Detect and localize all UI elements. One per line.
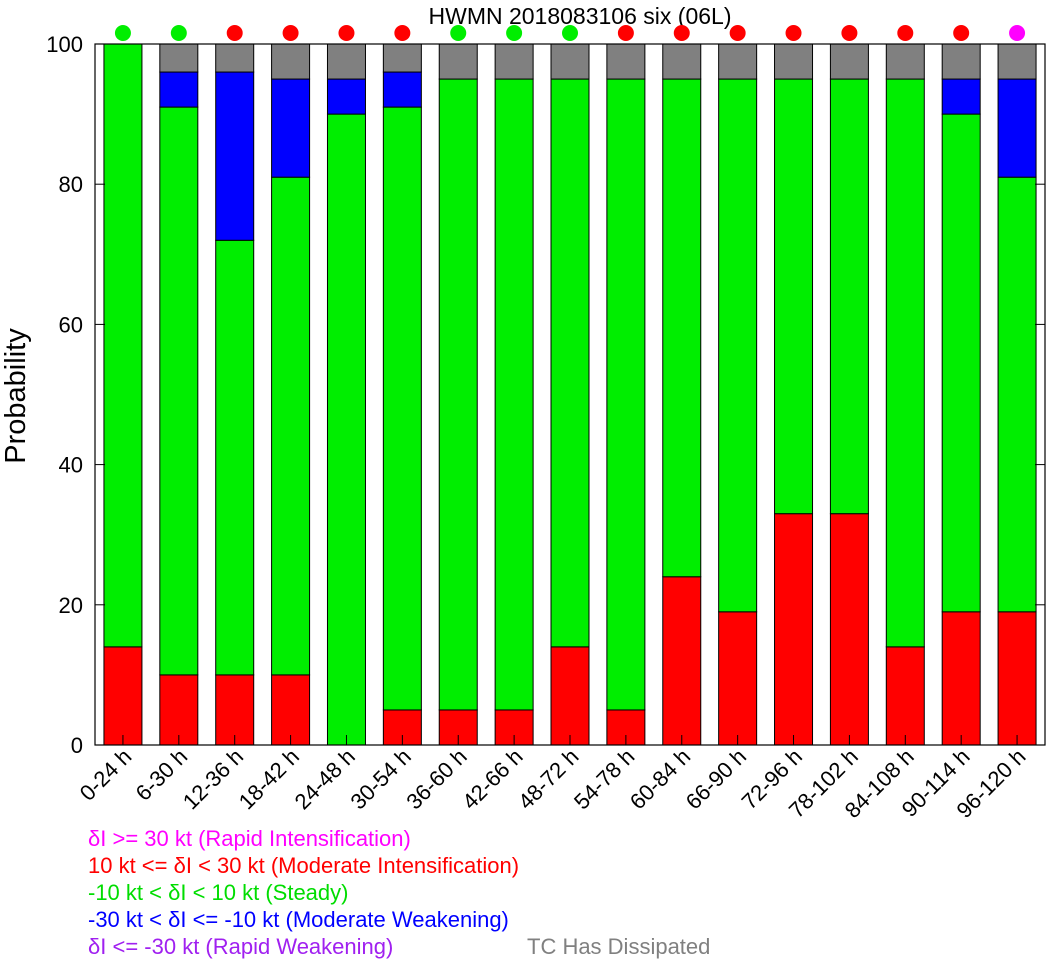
x-tick-label: 42-66 h bbox=[457, 744, 527, 814]
bar-segment-1-15 bbox=[885, 646, 925, 746]
bar-segment-1-11 bbox=[662, 576, 702, 746]
y-tick-label: 80 bbox=[59, 172, 83, 197]
bar-segment-2-13 bbox=[774, 78, 814, 515]
bar-segment-4-5 bbox=[326, 43, 366, 80]
bar-segment-4-9 bbox=[550, 43, 590, 80]
x-tick-label: 36-60 h bbox=[401, 744, 471, 814]
x-tick-label: 0-24 h bbox=[75, 744, 137, 806]
indicator-dot-3 bbox=[226, 25, 243, 41]
x-tick-label: 12-36 h bbox=[178, 744, 248, 814]
bar-segment-1-9 bbox=[550, 646, 590, 746]
x-tick-label: 30-54 h bbox=[345, 744, 415, 814]
y-tick-label: 40 bbox=[59, 453, 83, 478]
bar-segment-1-3 bbox=[215, 674, 255, 746]
indicator-dot-10 bbox=[617, 25, 634, 41]
bar-segment-3-2 bbox=[159, 71, 199, 108]
bar-segment-4-3 bbox=[215, 43, 255, 73]
x-tick-label: 60-84 h bbox=[625, 744, 695, 814]
bar-segment-1-14 bbox=[829, 513, 869, 746]
indicator-dot-14 bbox=[841, 25, 858, 41]
indicator-dot-11 bbox=[673, 25, 690, 41]
bar-segment-4-14 bbox=[829, 43, 869, 80]
bar-segment-1-2 bbox=[159, 674, 199, 746]
bar-segment-4-4 bbox=[271, 43, 311, 80]
bar-segment-4-7 bbox=[438, 43, 478, 80]
bar-segment-1-12 bbox=[718, 611, 758, 746]
indicator-dot-6 bbox=[394, 25, 411, 41]
y-tick-label: 100 bbox=[46, 32, 83, 57]
bar-segment-2-6 bbox=[382, 106, 422, 711]
y-axis: 0 20 40 60 80 100 bbox=[46, 32, 1045, 758]
x-tick-label: 48-72 h bbox=[513, 744, 583, 814]
bar-segment-3-16 bbox=[941, 78, 981, 115]
indicator-dot-13 bbox=[785, 25, 802, 41]
indicator-dot-5 bbox=[338, 25, 355, 41]
bar-segment-2-2 bbox=[159, 106, 199, 676]
y-axis-label: Probability bbox=[0, 328, 32, 464]
bar-segment-3-17 bbox=[997, 78, 1037, 178]
bar-segment-1-17 bbox=[997, 611, 1037, 746]
x-tick-label: 18-42 h bbox=[234, 744, 304, 814]
bar-segment-3-4 bbox=[271, 78, 311, 178]
indicator-dot-16 bbox=[953, 25, 970, 41]
bar-segment-4-2 bbox=[159, 43, 199, 73]
indicator-dots bbox=[114, 25, 1026, 41]
bar-segment-1-4 bbox=[271, 674, 311, 746]
y-tick-label: 0 bbox=[71, 733, 83, 758]
bar-segment-2-8 bbox=[494, 78, 534, 711]
bar-segment-4-6 bbox=[382, 43, 422, 73]
bar-segment-3-5 bbox=[326, 78, 366, 115]
legend-item-3: -10 kt < δI < 10 kt (Steady) bbox=[88, 880, 349, 905]
bar-segment-4-17 bbox=[997, 43, 1037, 80]
bar-segment-4-10 bbox=[606, 43, 646, 80]
indicator-dot-2 bbox=[170, 25, 187, 41]
indicator-dot-4 bbox=[282, 25, 299, 41]
bar-segment-4-11 bbox=[662, 43, 702, 80]
legend-item-1: δI >= 30 kt (Rapid Intensification) bbox=[88, 826, 411, 851]
x-axis: 0-24 h6-30 h12-36 h18-42 h24-48 h30-54 h… bbox=[75, 735, 1031, 823]
bar-segment-2-4 bbox=[271, 176, 311, 676]
legend-item-2: 10 kt <= δI < 30 kt (Moderate Intensific… bbox=[88, 853, 520, 878]
bar-segment-3-3 bbox=[215, 71, 255, 241]
chart-title: HWMN 2018083106 six (06L) bbox=[429, 3, 732, 29]
x-tick-label: 66-90 h bbox=[681, 744, 751, 814]
indicator-dot-12 bbox=[729, 25, 746, 41]
bar-group bbox=[103, 43, 1037, 746]
bar-segment-2-9 bbox=[550, 78, 590, 648]
indicator-dot-9 bbox=[562, 25, 578, 41]
bar-segment-4-12 bbox=[718, 43, 758, 80]
bar-segment-2-7 bbox=[438, 78, 478, 711]
bar-segment-2-10 bbox=[606, 78, 646, 711]
indicator-dot-17 bbox=[1009, 25, 1026, 41]
y-tick-label: 20 bbox=[59, 593, 83, 618]
indicator-dot-7 bbox=[450, 25, 467, 41]
bar-segment-4-13 bbox=[774, 43, 814, 80]
bar-segment-2-16 bbox=[941, 113, 981, 613]
bar-segment-2-14 bbox=[829, 78, 869, 515]
bar-segment-2-12 bbox=[718, 78, 758, 613]
bar-segment-2-15 bbox=[885, 78, 925, 648]
bar-segment-2-17 bbox=[997, 176, 1037, 613]
bar-segment-4-16 bbox=[941, 43, 981, 80]
bar-segment-1-16 bbox=[941, 611, 981, 746]
bar-segment-2-11 bbox=[662, 78, 702, 578]
indicator-dot-8 bbox=[506, 25, 523, 41]
bar-segment-1-1 bbox=[103, 646, 143, 746]
legend-item-5: δI <= -30 kt (Rapid Weakening) bbox=[88, 934, 394, 959]
x-tick-label: 54-78 h bbox=[569, 744, 639, 814]
bar-segment-2-1 bbox=[103, 43, 143, 648]
indicator-dot-1 bbox=[114, 25, 131, 41]
bar-segment-1-13 bbox=[774, 513, 814, 746]
legend-item-4: -30 kt < δI <= -10 kt (Moderate Weakenin… bbox=[88, 907, 509, 932]
bar-segment-2-3 bbox=[215, 239, 255, 676]
bar-segment-3-6 bbox=[382, 71, 422, 108]
indicator-dot-15 bbox=[897, 25, 914, 41]
bar-segment-4-15 bbox=[885, 43, 925, 80]
bar-segment-4-8 bbox=[494, 43, 534, 80]
x-tick-label: 24-48 h bbox=[290, 744, 360, 814]
bar-segment-2-5 bbox=[326, 113, 366, 746]
y-tick-label: 60 bbox=[59, 312, 83, 337]
legend-item-dissipated: TC Has Dissipated bbox=[527, 934, 711, 959]
